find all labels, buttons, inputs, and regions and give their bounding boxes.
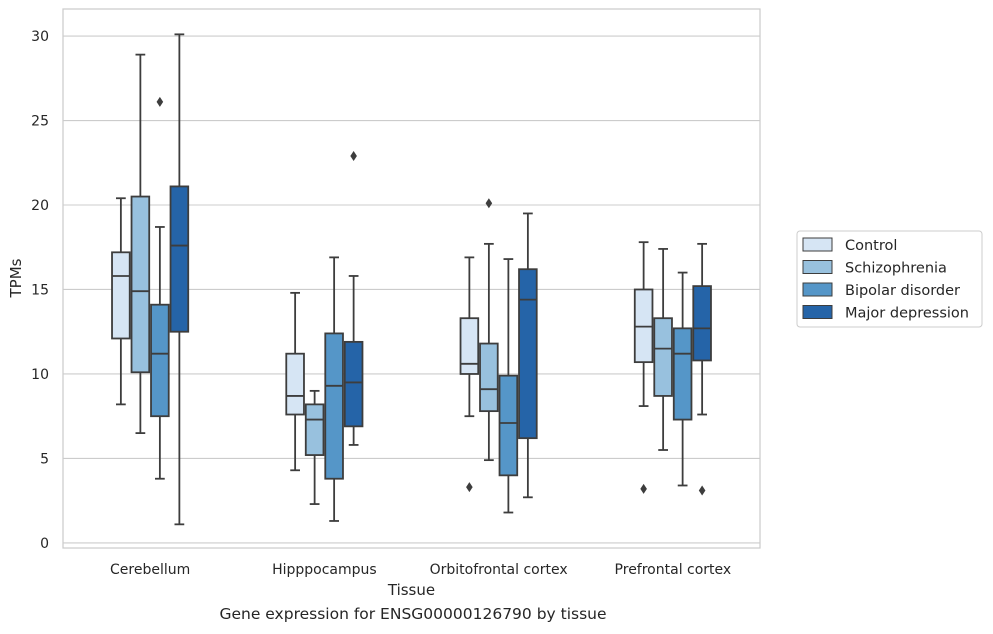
box-control [285, 291, 305, 472]
x-tick-label: Orbitofrontal cortex [430, 562, 568, 578]
boxplots [111, 33, 712, 526]
outlier-point [640, 483, 647, 494]
box-schizophrenia [130, 53, 151, 435]
gridlines [63, 35, 760, 544]
box-major-depression [343, 151, 364, 446]
box-schizophrenia [479, 198, 499, 462]
plot-area [62, 8, 761, 549]
x-axis-ticks: Cerebellum Hipppocampus Orbitofrontal cort… [110, 562, 731, 578]
legend-swatch [802, 282, 833, 297]
box-control [633, 241, 654, 494]
legend-label: Major depression [845, 306, 969, 322]
box-iqr [169, 185, 190, 333]
legend: Control Schizophrenia Bipolar disorder Majo… [796, 230, 983, 328]
y-tick-label: 20 [31, 198, 49, 214]
legend-label: Schizophrenia [845, 261, 947, 277]
box-control [459, 256, 480, 493]
outlier-point [698, 485, 706, 496]
chart-caption: Gene expression for ENSG00000126790 by t… [219, 605, 607, 623]
box-iqr [479, 342, 499, 413]
legend-swatch [802, 237, 833, 252]
box-schizophrenia [653, 248, 673, 451]
box-major-depression [169, 33, 190, 526]
box-iqr [130, 195, 151, 374]
box-iqr [672, 327, 693, 421]
legend-label: Bipolar disorder [845, 283, 960, 299]
box-iqr [692, 285, 712, 362]
box-bipolar-disorder [498, 258, 519, 514]
outlier-point [350, 151, 357, 161]
box-major-depression [692, 242, 712, 496]
box-iqr [111, 251, 131, 340]
box-iqr [285, 352, 305, 416]
y-axis-label: TPMs [7, 258, 25, 298]
box-major-depression [518, 212, 538, 499]
outlier-point [156, 96, 164, 107]
y-axis-ticks: 0 5 10 15 20 25 30 [31, 29, 49, 552]
box-control [111, 197, 131, 406]
x-tick-label: Hipppocampus [272, 562, 377, 578]
box-iqr [324, 332, 344, 480]
legend-label: Control [845, 238, 897, 254]
box-iqr [653, 317, 673, 397]
legend-swatch [802, 260, 833, 274]
box-iqr [150, 303, 170, 418]
box-iqr [459, 317, 480, 375]
legend-frame [796, 230, 983, 328]
y-tick-label: 30 [31, 29, 49, 45]
y-tick-label: 10 [31, 367, 49, 383]
outlier-point [485, 198, 493, 209]
box-schizophrenia [304, 389, 325, 505]
box-iqr [518, 268, 538, 440]
legend-swatch [802, 305, 833, 319]
x-axis-label: Tissue [387, 581, 435, 599]
y-tick-label: 25 [31, 114, 49, 130]
y-tick-label: 15 [31, 282, 49, 298]
x-tick-label: Prefrontal cortex [615, 562, 732, 578]
y-tick-label: 0 [40, 536, 49, 552]
x-tick-label: Cerebellum [110, 562, 190, 578]
y-tick-label: 5 [40, 451, 49, 467]
box-bipolar-disorder [324, 256, 344, 522]
outlier-point [466, 482, 473, 493]
box-iqr [498, 374, 519, 477]
box-bipolar-disorder [672, 271, 693, 487]
box-iqr [343, 340, 364, 428]
box-iqr [304, 403, 325, 456]
box-bipolar-disorder [150, 96, 170, 480]
